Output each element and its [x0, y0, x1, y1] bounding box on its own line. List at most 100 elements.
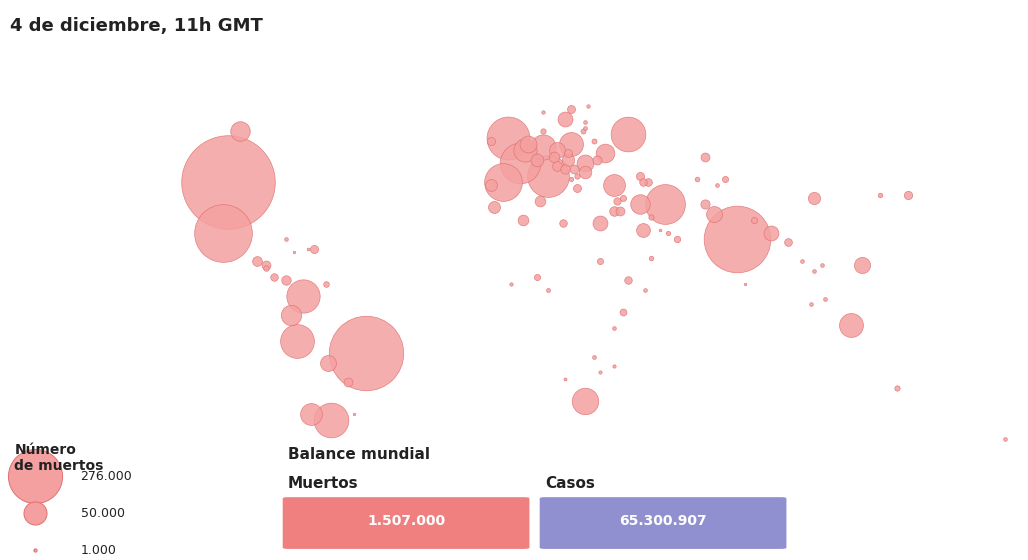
- Point: [605, 181, 622, 190]
- Text: 65.300.907: 65.300.907: [619, 514, 707, 528]
- Point: [512, 158, 528, 167]
- Point: [668, 235, 685, 244]
- Point: [449, 404, 466, 413]
- Point: [549, 146, 565, 155]
- Point: [483, 181, 500, 190]
- Point: [697, 200, 713, 209]
- Point: [358, 349, 374, 358]
- Point: [640, 178, 657, 186]
- Point: [642, 254, 659, 263]
- Point: [577, 124, 593, 133]
- Point: [568, 171, 585, 180]
- Point: [615, 307, 631, 316]
- Text: Número
de muertos: Número de muertos: [14, 443, 104, 473]
- Point: [657, 200, 673, 209]
- Point: [854, 260, 871, 269]
- Point: [300, 244, 317, 253]
- Text: Balance mundial: Balance mundial: [288, 447, 430, 461]
- Point: [503, 279, 519, 288]
- Point: [609, 197, 625, 206]
- Point: [500, 133, 516, 142]
- Point: [586, 352, 602, 361]
- Point: [494, 178, 511, 186]
- Point: [737, 279, 754, 288]
- Point: [872, 190, 888, 199]
- Point: [577, 117, 593, 126]
- Point: [557, 114, 574, 123]
- Point: [340, 377, 357, 386]
- Point: [843, 320, 859, 329]
- Point: [997, 435, 1014, 444]
- Point: [345, 409, 362, 418]
- Point: [517, 146, 534, 155]
- Point: [900, 190, 916, 199]
- Text: 4 de diciembre, 11h GMT: 4 de diciembre, 11h GMT: [10, 17, 263, 35]
- Point: [642, 212, 659, 221]
- Point: [560, 155, 577, 164]
- Point: [660, 228, 676, 237]
- Point: [483, 136, 500, 145]
- Point: [591, 219, 608, 228]
- Point: [535, 127, 551, 136]
- Point: [323, 416, 339, 424]
- Point: [320, 358, 336, 367]
- Point: [283, 311, 299, 320]
- Point: [806, 267, 822, 276]
- Text: 276.000: 276.000: [80, 470, 133, 483]
- Point: [795, 257, 811, 266]
- Point: [591, 368, 608, 377]
- Point: [257, 260, 273, 269]
- Text: Muertos: Muertos: [288, 476, 359, 491]
- Point: [620, 276, 636, 285]
- Point: [577, 396, 593, 405]
- Point: [634, 178, 651, 186]
- FancyBboxPatch shape: [283, 497, 529, 549]
- Point: [589, 155, 605, 164]
- Point: [605, 206, 622, 215]
- Point: [577, 158, 593, 167]
- Point: [637, 286, 654, 295]
- FancyBboxPatch shape: [540, 497, 786, 549]
- Point: [605, 324, 622, 333]
- Text: 50.000: 50.000: [80, 507, 124, 520]
- Point: [554, 219, 571, 228]
- Point: [634, 225, 651, 234]
- Point: [814, 260, 831, 269]
- Point: [591, 257, 608, 266]
- Point: [231, 127, 248, 136]
- Point: [718, 174, 734, 183]
- Point: [294, 292, 310, 301]
- Point: [652, 225, 668, 234]
- Point: [278, 235, 294, 244]
- Point: [563, 105, 580, 114]
- Point: [568, 184, 585, 193]
- Point: [486, 203, 503, 212]
- Point: [612, 206, 628, 215]
- Text: 1.000: 1.000: [80, 544, 116, 557]
- Point: [705, 209, 722, 218]
- Point: [888, 384, 905, 393]
- Point: [803, 300, 819, 309]
- Point: [540, 171, 556, 180]
- Point: [580, 101, 596, 110]
- Text: Casos: Casos: [545, 476, 595, 491]
- Point: [563, 174, 580, 183]
- Text: 1.507.000: 1.507.000: [367, 514, 445, 528]
- Point: [520, 139, 537, 148]
- Point: [729, 235, 745, 244]
- Point: [563, 139, 580, 148]
- Point: [763, 228, 779, 237]
- Point: [615, 193, 631, 202]
- Point: [514, 216, 530, 225]
- Point: [289, 336, 305, 345]
- Point: [557, 374, 574, 383]
- Point: [631, 200, 648, 209]
- Point: [557, 165, 574, 174]
- Point: [631, 171, 648, 180]
- Point: [303, 409, 320, 418]
- Point: [565, 165, 582, 174]
- Point: [605, 362, 622, 371]
- Point: [817, 295, 834, 304]
- Point: [806, 193, 822, 202]
- Point: [549, 162, 565, 171]
